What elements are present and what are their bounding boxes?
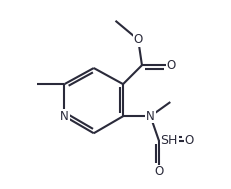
- Text: N: N: [60, 110, 69, 123]
- Text: O: O: [134, 33, 143, 46]
- Text: O: O: [167, 59, 176, 72]
- Text: N: N: [146, 110, 155, 123]
- Text: O: O: [185, 134, 194, 147]
- Text: O: O: [154, 166, 164, 178]
- Text: SH: SH: [161, 134, 178, 147]
